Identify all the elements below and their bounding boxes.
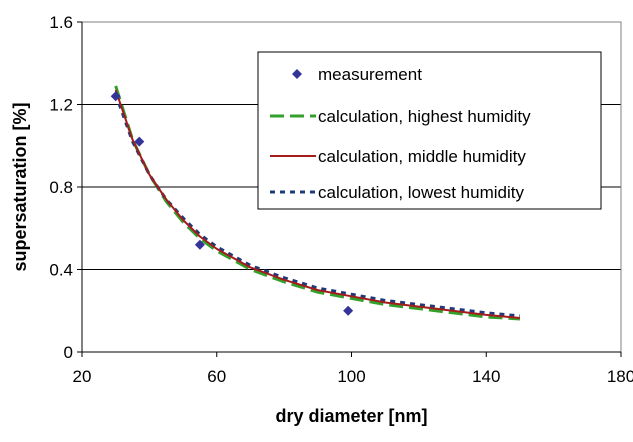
measurement-point [343, 305, 354, 316]
x-tick-label: 60 [207, 367, 226, 386]
legend-label: calculation, highest humidity [318, 107, 531, 126]
legend-label: measurement [318, 65, 422, 84]
axes: 0 0.4 0.8 1.2 1.6 20 60 100 140 180 [49, 13, 633, 386]
legend-marker-measurement [292, 69, 302, 79]
y-tick-label: 0.4 [49, 261, 73, 280]
legend-items: measurement calculation, highest humidity… [270, 65, 531, 202]
x-tick-label: 180 [607, 367, 633, 386]
x-tick-label: 20 [73, 367, 92, 386]
legend-label: calculation, middle humidity [318, 147, 526, 166]
x-tick-label: 100 [337, 367, 365, 386]
measurement-point [194, 239, 205, 250]
legend-label: calculation, lowest humidity [318, 183, 524, 202]
legend: measurement calculation, highest humidity… [257, 51, 602, 210]
measurement-point [110, 91, 121, 102]
x-tick-label: 140 [472, 367, 500, 386]
y-tick-label: 0 [64, 343, 73, 362]
y-tick-label: 0.8 [49, 178, 73, 197]
legend-box [257, 51, 602, 210]
series-line-middle [114, 89, 521, 319]
y-tick-label: 1.6 [49, 13, 73, 32]
series [110, 85, 521, 321]
x-axis-title: dry diameter [nm] [275, 406, 427, 426]
measurement-point [134, 136, 145, 147]
y-axis-title: supersaturation [%] [10, 102, 30, 271]
y-tick-label: 1.2 [49, 96, 73, 115]
